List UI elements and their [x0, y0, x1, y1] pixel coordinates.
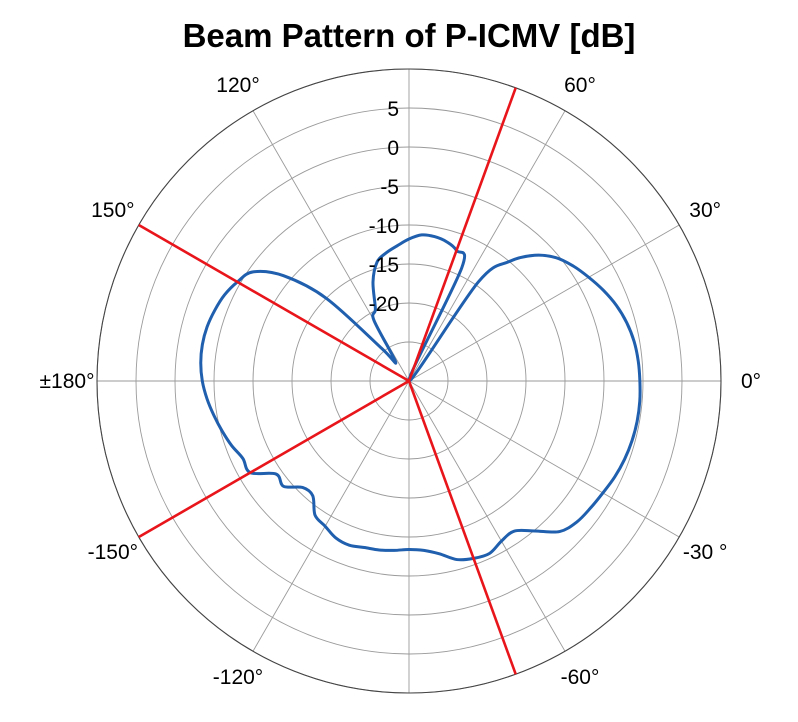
direction-line [407, 87, 517, 382]
direction-line [138, 223, 410, 383]
radius-gridline [135, 107, 683, 655]
radius-gridline [252, 224, 566, 538]
radius-gridline [174, 146, 644, 616]
angle-tick-label: -60° [561, 666, 600, 689]
direction-line [138, 379, 410, 539]
angle-tick-label: 120° [216, 74, 259, 97]
tick-labels: 0° 30° 60° 120° 150° ±180° -150° -120° -60° -30 °… [40, 74, 762, 689]
angle-tick-label: -30 ° [683, 541, 728, 564]
direction-line [407, 380, 517, 675]
angle-tick-label: -150° [88, 541, 138, 564]
data-layer [138, 87, 642, 675]
angle-tick-label: 150° [91, 199, 134, 222]
radius-gridline [330, 302, 488, 460]
radius-tick-label: 5 [387, 98, 399, 121]
beam-pattern-line [199, 233, 642, 562]
radius-tick-label: -15 [369, 254, 399, 277]
radius-gridline [291, 263, 527, 499]
angle-tick-label: 30° [689, 199, 721, 222]
angle-tick-label: -120° [213, 666, 263, 689]
angle-tick-label: 0° [741, 370, 761, 393]
radius-gridline [213, 185, 605, 577]
radius-gridline [369, 341, 449, 421]
angle-tick-label: 60° [564, 74, 596, 97]
radius-tick-label: -20 [369, 293, 399, 316]
polar-boundary [96, 68, 722, 694]
chart-title: Beam Pattern of P-ICMV [dB] [183, 17, 636, 54]
angle-tick-label: ±180° [40, 370, 95, 393]
radius-tick-label: 0 [387, 137, 399, 160]
radius-tick-label: -10 [369, 215, 399, 238]
radius-tick-label: -5 [380, 176, 399, 199]
